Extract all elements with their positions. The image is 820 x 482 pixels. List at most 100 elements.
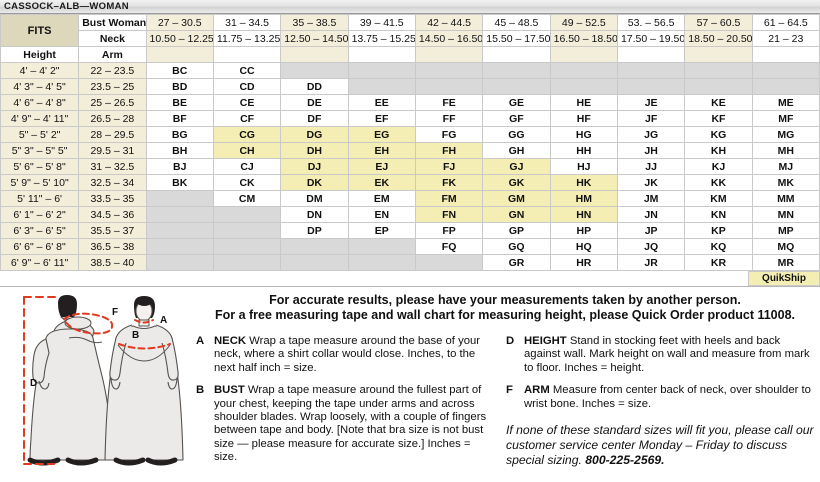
size-code-cell[interactable] xyxy=(616,62,686,79)
size-code-cell[interactable] xyxy=(145,206,214,223)
size-code-cell[interactable]: DG xyxy=(280,126,349,143)
size-code-cell[interactable]: KN xyxy=(684,206,753,223)
size-code-cell[interactable]: GR xyxy=(482,254,551,271)
size-code-cell[interactable]: CH xyxy=(212,142,282,159)
size-code-cell[interactable] xyxy=(482,62,551,79)
size-code-cell[interactable] xyxy=(145,238,214,255)
size-code-cell[interactable] xyxy=(212,222,282,239)
size-code-cell[interactable] xyxy=(145,254,214,271)
size-code-cell[interactable]: BD xyxy=(145,78,214,95)
size-code-cell[interactable]: BJ xyxy=(145,158,214,175)
size-code-cell[interactable]: KP xyxy=(684,222,753,239)
size-code-cell[interactable] xyxy=(549,62,618,79)
size-code-cell[interactable]: JR xyxy=(616,254,686,271)
size-code-cell[interactable]: GF xyxy=(482,110,551,127)
size-code-cell[interactable]: CG xyxy=(212,126,282,143)
size-code-cell[interactable]: MK xyxy=(751,174,820,191)
size-code-cell[interactable] xyxy=(212,206,282,223)
size-code-cell[interactable]: DK xyxy=(280,174,349,191)
size-code-cell[interactable]: GH xyxy=(482,142,551,159)
size-code-cell[interactable]: DH xyxy=(280,142,349,159)
size-code-cell[interactable] xyxy=(414,78,484,95)
size-code-cell[interactable]: DJ xyxy=(280,158,349,175)
size-code-cell[interactable]: BC xyxy=(145,62,214,79)
size-code-cell[interactable]: MR xyxy=(751,254,820,271)
size-code-cell[interactable]: KG xyxy=(684,126,753,143)
size-code-cell[interactable]: MM xyxy=(751,190,820,207)
size-code-cell[interactable]: EP xyxy=(347,222,416,239)
size-code-cell[interactable]: FK xyxy=(414,174,484,191)
customer-service-phone[interactable]: 800-225-2569. xyxy=(585,453,665,468)
size-code-cell[interactable]: DP xyxy=(280,222,349,239)
size-code-cell[interactable]: GJ xyxy=(482,158,551,175)
size-code-cell[interactable]: DN xyxy=(280,206,349,223)
size-code-cell[interactable] xyxy=(549,78,618,95)
size-code-cell[interactable]: EF xyxy=(347,110,416,127)
size-code-cell[interactable]: JN xyxy=(616,206,686,223)
size-code-cell[interactable]: EE xyxy=(347,94,416,111)
size-code-cell[interactable]: FF xyxy=(414,110,484,127)
size-code-cell[interactable] xyxy=(280,238,349,255)
size-code-cell[interactable]: KK xyxy=(684,174,753,191)
size-code-cell[interactable]: MG xyxy=(751,126,820,143)
size-code-cell[interactable]: DF xyxy=(280,110,349,127)
size-code-cell[interactable]: HP xyxy=(549,222,618,239)
size-code-cell[interactable]: FJ xyxy=(414,158,484,175)
size-code-cell[interactable]: EM xyxy=(347,190,416,207)
size-code-cell[interactable]: JF xyxy=(616,110,686,127)
size-code-cell[interactable] xyxy=(751,62,820,79)
size-code-cell[interactable]: MN xyxy=(751,206,820,223)
size-code-cell[interactable] xyxy=(684,78,753,95)
size-code-cell[interactable]: BK xyxy=(145,174,214,191)
size-code-cell[interactable]: EK xyxy=(347,174,416,191)
size-code-cell[interactable] xyxy=(145,190,214,207)
size-code-cell[interactable] xyxy=(414,254,484,271)
size-code-cell[interactable]: EJ xyxy=(347,158,416,175)
size-code-cell[interactable]: FE xyxy=(414,94,484,111)
size-code-cell[interactable]: HF xyxy=(549,110,618,127)
size-code-cell[interactable]: MP xyxy=(751,222,820,239)
size-code-cell[interactable]: FH xyxy=(414,142,484,159)
size-code-cell[interactable]: HN xyxy=(549,206,618,223)
size-code-cell[interactable]: HM xyxy=(549,190,618,207)
size-code-cell[interactable] xyxy=(280,62,349,79)
size-code-cell[interactable] xyxy=(212,238,282,255)
size-code-cell[interactable]: HR xyxy=(549,254,618,271)
size-code-cell[interactable]: CF xyxy=(212,110,282,127)
size-code-cell[interactable]: HG xyxy=(549,126,618,143)
size-code-cell[interactable]: KJ xyxy=(684,158,753,175)
size-code-cell[interactable]: FP xyxy=(414,222,484,239)
size-code-cell[interactable]: GQ xyxy=(482,238,551,255)
size-code-cell[interactable] xyxy=(347,238,416,255)
size-code-cell[interactable]: GG xyxy=(482,126,551,143)
size-code-cell[interactable]: JE xyxy=(616,94,686,111)
size-code-cell[interactable]: GK xyxy=(482,174,551,191)
size-code-cell[interactable]: GM xyxy=(482,190,551,207)
size-code-cell[interactable]: GP xyxy=(482,222,551,239)
size-code-cell[interactable]: HK xyxy=(549,174,618,191)
size-code-cell[interactable]: CJ xyxy=(212,158,282,175)
size-code-cell[interactable]: KH xyxy=(684,142,753,159)
size-code-cell[interactable] xyxy=(347,62,416,79)
size-code-cell[interactable] xyxy=(347,78,416,95)
size-code-cell[interactable]: ME xyxy=(751,94,820,111)
size-code-cell[interactable]: JJ xyxy=(616,158,686,175)
size-code-cell[interactable] xyxy=(414,62,484,79)
size-code-cell[interactable] xyxy=(482,78,551,95)
size-code-cell[interactable]: HQ xyxy=(549,238,618,255)
size-code-cell[interactable]: BF xyxy=(145,110,214,127)
size-code-cell[interactable]: EH xyxy=(347,142,416,159)
size-code-cell[interactable]: DE xyxy=(280,94,349,111)
size-code-cell[interactable] xyxy=(347,254,416,271)
size-code-cell[interactable]: FN xyxy=(414,206,484,223)
size-code-cell[interactable] xyxy=(616,78,686,95)
size-code-cell[interactable]: FQ xyxy=(414,238,484,255)
size-code-cell[interactable]: MQ xyxy=(751,238,820,255)
size-code-cell[interactable]: HE xyxy=(549,94,618,111)
size-code-cell[interactable]: KM xyxy=(684,190,753,207)
size-code-cell[interactable]: JK xyxy=(616,174,686,191)
size-code-cell[interactable]: MJ xyxy=(751,158,820,175)
size-code-cell[interactable]: DD xyxy=(280,78,349,95)
size-code-cell[interactable]: CC xyxy=(212,62,282,79)
size-code-cell[interactable]: MF xyxy=(751,110,820,127)
